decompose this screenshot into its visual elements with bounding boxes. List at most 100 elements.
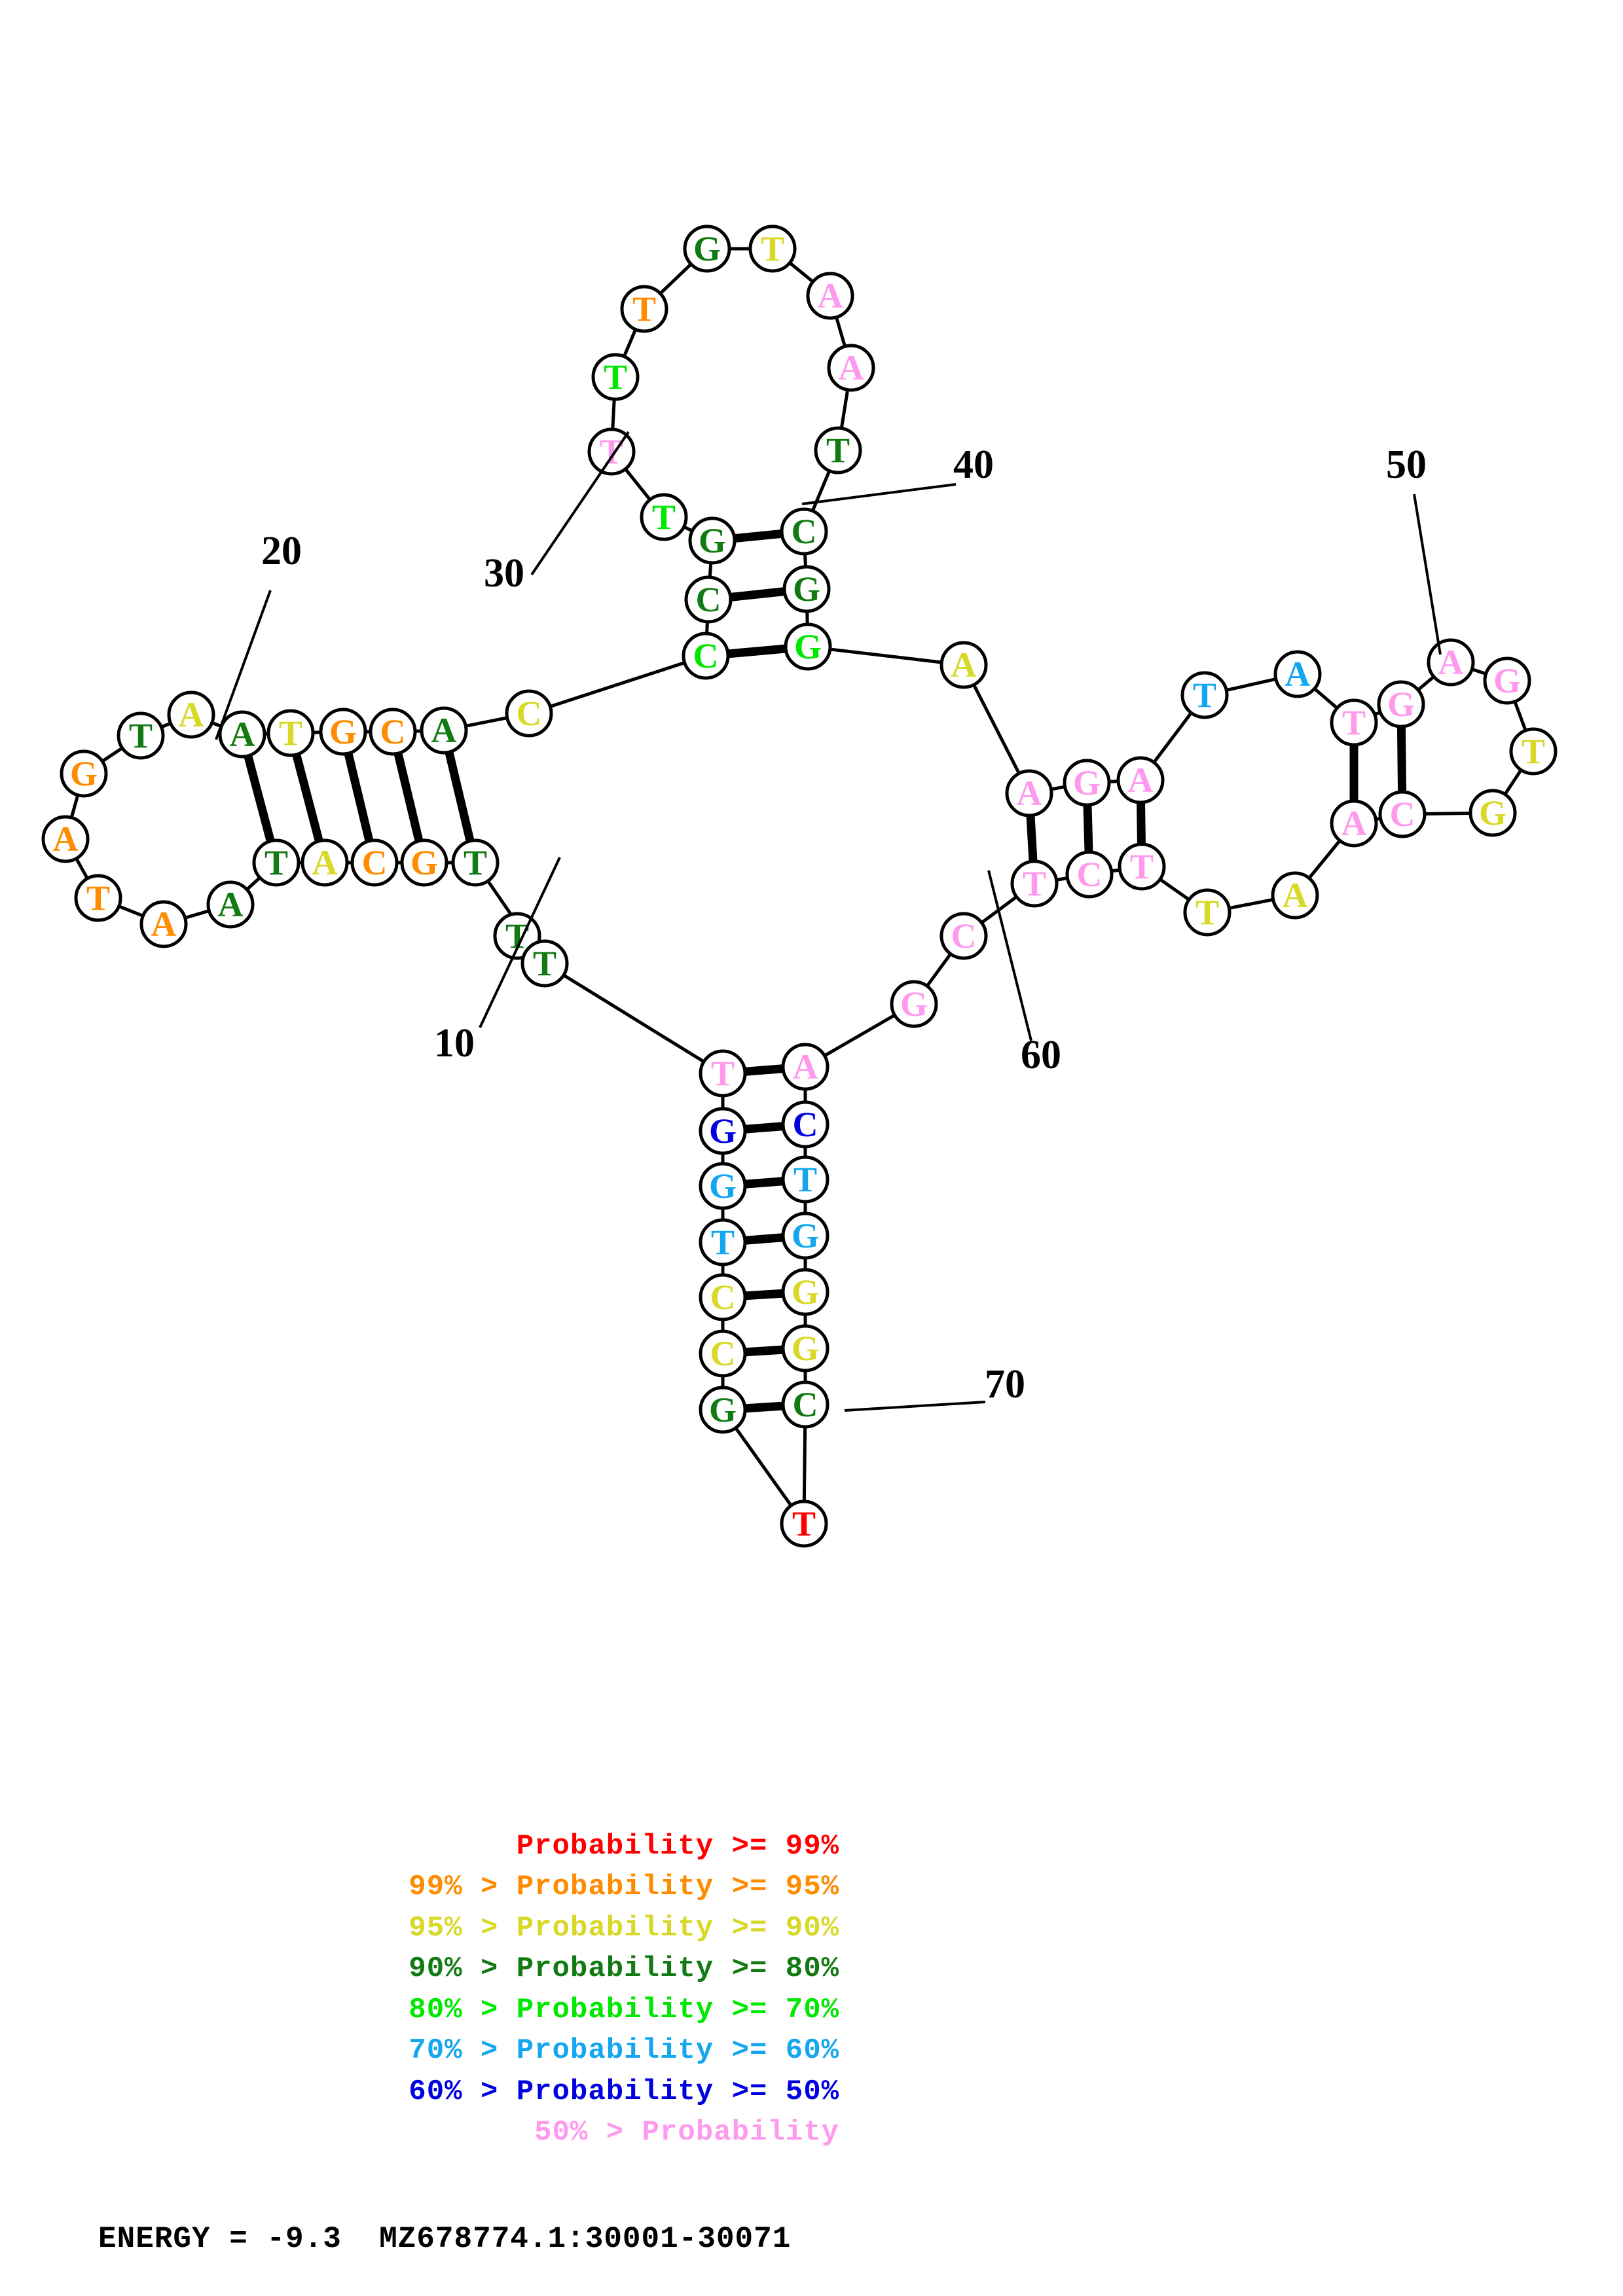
nucleotide-circle [699,1273,747,1321]
nucleotide-letter: T [1342,703,1366,742]
nucleotide-circle [682,632,730,680]
nucleotide-a[interactable]: A [1427,638,1475,687]
nucleotide-a[interactable]: A [1271,871,1319,920]
nucleotide-t[interactable]: T [699,1049,747,1098]
nucleotide-g[interactable]: G [1063,759,1111,807]
nucleotide-t[interactable]: T [451,838,500,887]
nucleotide-a[interactable]: A [781,1043,830,1091]
nucleotide-t[interactable]: T [252,838,301,887]
nucleotide-a[interactable]: A [939,641,988,689]
nucleotide-g[interactable]: G [781,1268,830,1316]
nucleotide-t[interactable]: T [1010,859,1059,908]
backbone-segment [183,908,211,920]
nucleotide-c[interactable]: C [505,689,553,738]
nucleotide-t[interactable]: T [620,285,668,333]
nucleotide-a[interactable]: A [1273,650,1322,698]
nucleotide-g[interactable]: G [890,980,938,1028]
nucleotide-g[interactable]: G [1468,789,1517,837]
nucleotide-t[interactable]: T [640,493,688,541]
backbone-segment [1312,686,1340,711]
nucleotide-g[interactable]: G [699,1386,747,1434]
base-pair-bond [1083,804,1093,853]
nucleotide-letter: G [1073,763,1101,802]
nucleotide-c[interactable]: C [781,1380,830,1429]
legend-row: 90% > Probability >= 80% [409,1952,839,1986]
backbone-segment [811,469,831,513]
nucleotide-letter: C [951,916,977,956]
nucleotide-c[interactable]: C [699,1329,747,1378]
backbone-segment [1512,700,1528,732]
nucleotide-t[interactable]: T [266,709,315,757]
nucleotide-a[interactable]: A [827,344,875,392]
nucleotide-t[interactable]: T [520,939,569,988]
nucleotide-t[interactable]: T [781,1155,830,1204]
nucleotide-t[interactable]: T [780,1499,828,1548]
nucleotide-g[interactable]: G [699,1107,747,1155]
nucleotide-a[interactable]: A [1116,756,1165,804]
nucleotide-c[interactable]: C [684,575,733,624]
nucleotide-g[interactable]: G [1483,656,1531,705]
nucleotide-g[interactable]: G [699,1162,747,1210]
nucleotide-c[interactable]: C [1065,850,1114,899]
nucleotide-letter: T [1522,732,1545,771]
nucleotide-g[interactable]: G [60,749,108,798]
base-pair-bond [1396,725,1407,793]
nucleotide-a[interactable]: A [218,710,266,759]
nucleotide-t[interactable]: T [1118,842,1166,891]
nucleotide-c[interactable]: C [1378,790,1427,838]
base-pair-bond [744,1401,784,1413]
nucleotide-circle [699,1107,747,1155]
nucleotide-g[interactable]: G [782,565,831,613]
nucleotide-a[interactable]: A [1005,769,1053,817]
nucleotide-c[interactable]: C [780,507,828,556]
nucleotide-a[interactable]: A [41,815,90,863]
nucleotide-letter: T [86,878,110,918]
nucleotide-t[interactable]: T [748,224,797,273]
nucleotide-t[interactable]: T [1330,698,1378,747]
nucleotide-t[interactable]: T [699,1218,747,1266]
nucleotide-g[interactable]: G [319,708,367,756]
legend-row: 80% > Probability >= 70% [409,1993,839,2026]
nucleotide-t[interactable]: T [74,874,122,922]
nucleotide-circle [683,224,731,273]
nucleotide-c[interactable]: C [350,838,399,887]
nucleotide-a[interactable]: A [167,691,215,739]
nucleotide-t[interactable]: T [1183,888,1231,937]
nucleotide-letter: A [230,715,255,754]
nucleotide-a[interactable]: A [139,900,188,948]
nucleotide-a[interactable]: A [301,838,349,887]
nucleotide-circle [781,1100,830,1149]
base-pair-bond [393,751,424,843]
nucleotide-c[interactable]: C [939,912,988,960]
nucleotide-c[interactable]: C [369,708,417,756]
nucleotide-g[interactable]: G [1377,680,1425,728]
base-pair-bond [744,1122,784,1134]
nucleotide-circle [139,900,188,948]
nucleotide-circle [1483,656,1531,705]
nucleotide-letter: C [696,580,721,619]
nucleotide-a[interactable]: A [206,880,255,929]
nucleotide-c[interactable]: C [699,1273,747,1321]
nucleotide-g[interactable]: G [688,516,737,565]
position-leader-line [801,483,957,505]
nucleotide-g[interactable]: G [781,1324,830,1372]
nucleotide-letter: A [312,843,338,882]
nucleotide-g[interactable]: G [400,838,448,887]
nucleotide-a[interactable]: A [1330,799,1378,848]
nucleotide-circle [520,939,569,988]
nucleotide-g[interactable]: G [784,622,832,671]
nucleotide-t[interactable]: T [591,353,640,401]
nucleotide-circle [640,493,688,541]
nucleotide-a[interactable]: A [420,706,468,755]
nucleotide-t[interactable]: T [1180,671,1229,719]
nucleotide-t[interactable]: T [814,426,862,475]
nucleotide-a[interactable]: A [806,272,854,320]
nucleotide-c[interactable]: C [682,632,730,680]
nucleotide-g[interactable]: G [683,224,731,273]
nucleotide-g[interactable]: G [781,1211,830,1260]
nucleotide-t[interactable]: T [587,427,636,476]
nucleotide-t[interactable]: T [1509,727,1558,776]
nucleotide-t[interactable]: T [117,711,165,760]
nucleotide-c[interactable]: C [781,1100,830,1149]
